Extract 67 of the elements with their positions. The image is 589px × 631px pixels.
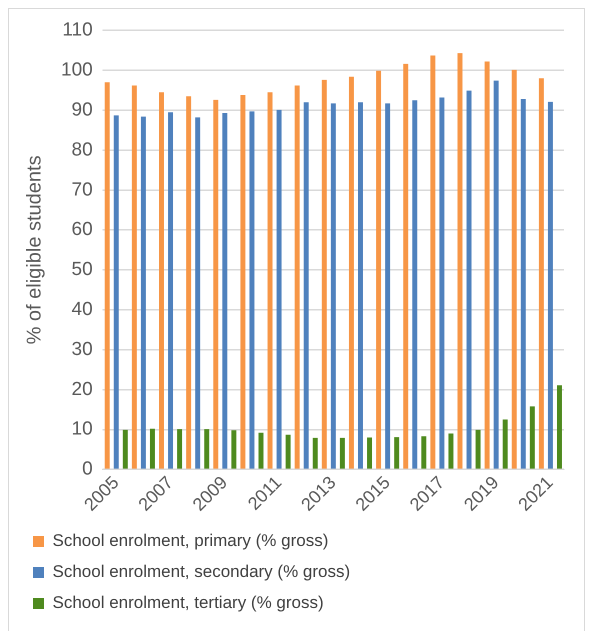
bar bbox=[394, 437, 400, 469]
bar bbox=[466, 90, 472, 469]
y-tick-label: 30 bbox=[72, 338, 93, 360]
bar bbox=[502, 420, 508, 469]
y-tick-label: 50 bbox=[72, 259, 93, 280]
bar bbox=[249, 111, 254, 469]
bar bbox=[340, 438, 345, 469]
bar bbox=[268, 92, 273, 469]
bar bbox=[403, 64, 408, 469]
legend-label: School enrolment, tertiary (% gross) bbox=[52, 593, 324, 612]
bar bbox=[512, 70, 517, 469]
bar bbox=[258, 432, 264, 469]
bar bbox=[430, 56, 436, 469]
bar bbox=[412, 100, 418, 469]
y-tick-label: 90 bbox=[72, 99, 93, 120]
bar bbox=[421, 436, 426, 469]
bar bbox=[330, 103, 336, 469]
bar bbox=[114, 115, 119, 469]
y-tick-label: 0 bbox=[82, 458, 93, 480]
bar bbox=[556, 385, 562, 469]
bar bbox=[448, 433, 454, 469]
bar bbox=[385, 103, 390, 469]
bar bbox=[538, 78, 544, 469]
y-tick-label: 40 bbox=[72, 299, 93, 320]
bar bbox=[294, 85, 300, 469]
bar bbox=[222, 113, 228, 469]
bar bbox=[494, 80, 499, 469]
bar bbox=[122, 430, 128, 469]
bar bbox=[367, 437, 372, 469]
bar bbox=[457, 53, 462, 469]
legend-label: School enrolment, secondary (% gross) bbox=[52, 562, 350, 582]
bar bbox=[548, 102, 553, 469]
bar bbox=[104, 82, 110, 469]
bar bbox=[159, 92, 164, 469]
y-tick-label: 70 bbox=[72, 179, 93, 200]
bar bbox=[439, 97, 444, 469]
bar bbox=[520, 99, 526, 469]
bar bbox=[530, 406, 535, 469]
bar bbox=[231, 430, 236, 469]
bar bbox=[476, 430, 481, 469]
y-tick-label: 100 bbox=[61, 60, 93, 81]
y-tick-label: 110 bbox=[62, 20, 93, 41]
y-tick-label: 20 bbox=[72, 378, 93, 400]
bar bbox=[177, 429, 182, 469]
bar bbox=[376, 70, 382, 469]
bar bbox=[195, 117, 200, 469]
bar bbox=[240, 95, 246, 469]
bar bbox=[312, 438, 318, 469]
bar bbox=[132, 85, 137, 469]
bar bbox=[322, 80, 327, 469]
y-tick-label: 10 bbox=[72, 418, 93, 440]
bar bbox=[150, 428, 155, 469]
bar bbox=[358, 102, 363, 469]
bar bbox=[140, 116, 146, 469]
y-tick-label: 80 bbox=[72, 139, 93, 160]
bar bbox=[213, 100, 218, 469]
bar bbox=[204, 429, 210, 469]
bar bbox=[186, 96, 192, 469]
bar bbox=[286, 434, 291, 469]
bar bbox=[484, 62, 490, 469]
y-axis-title: % of eligible students bbox=[24, 155, 46, 344]
bar bbox=[348, 76, 354, 469]
bar bbox=[304, 102, 309, 469]
bar bbox=[276, 110, 282, 469]
y-tick-label: 60 bbox=[72, 219, 93, 240]
bar bbox=[168, 112, 174, 469]
legend-label: School enrolment, primary (% gross) bbox=[52, 531, 328, 550]
